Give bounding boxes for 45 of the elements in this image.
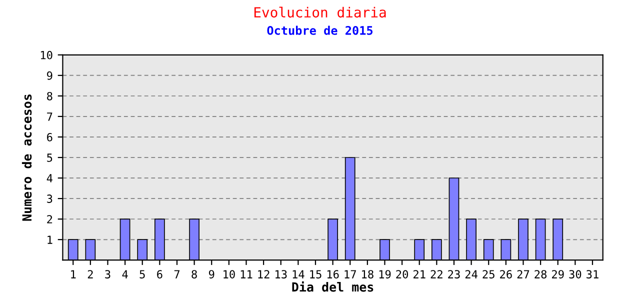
- x-tick-label: 26: [500, 270, 512, 278]
- x-tick-label: 4: [122, 270, 128, 278]
- x-tick-label: 8: [192, 270, 197, 278]
- x-tick-label: 12: [258, 270, 270, 278]
- chart-title: Evolucion diaria: [254, 6, 386, 18]
- x-tick-label: 23: [448, 270, 460, 278]
- y-tick-label: 5: [47, 154, 52, 162]
- chart-subtitle: Octubre de 2015: [267, 26, 373, 35]
- x-tick-label: 27: [517, 270, 530, 278]
- x-tick-label: 30: [569, 270, 582, 278]
- x-tick-label: 11: [240, 270, 252, 278]
- x-tick-label: 31: [586, 270, 598, 278]
- x-tick-label: 5: [140, 270, 145, 278]
- y-axis-title: Numero de accesos: [22, 94, 32, 221]
- x-axis-title: Dia del mes: [292, 281, 374, 292]
- x-tick-label: 6: [157, 270, 162, 278]
- x-tick-label: 3: [105, 270, 110, 278]
- x-tick-label: 9: [208, 270, 214, 278]
- x-tick-label: 15: [310, 270, 322, 278]
- x-tick-label: 28: [534, 270, 547, 278]
- y-tick-label: 6: [47, 132, 52, 142]
- y-tick-label: 4: [46, 174, 52, 182]
- y-tick-label: 2: [47, 215, 52, 224]
- x-tick-label: 2: [88, 270, 93, 278]
- x-tick-label: 17: [344, 270, 356, 278]
- x-tick-label: 21: [414, 270, 426, 278]
- y-tick-label: 8: [47, 92, 52, 100]
- x-tick-label: 1: [71, 270, 76, 278]
- x-tick-label: 13: [276, 270, 287, 278]
- y-tick-label: 1: [48, 236, 52, 244]
- x-tick-label: 29: [552, 270, 564, 278]
- x-tick-label: 19: [379, 270, 391, 278]
- x-tick-label: 22: [430, 270, 442, 278]
- x-tick-label: 14: [292, 270, 304, 278]
- x-tick-label: 24: [465, 270, 478, 278]
- y-tick-label: 7: [47, 112, 52, 121]
- x-tick-label: 20: [396, 270, 408, 278]
- y-tick-label: 10: [40, 50, 52, 60]
- x-tick-label: 18: [362, 270, 374, 278]
- x-tick-label: 25: [482, 270, 494, 278]
- y-tick-label: 9: [47, 71, 52, 80]
- x-tick-label: 16: [327, 270, 339, 278]
- x-tick-label: 10: [224, 270, 235, 278]
- x-tick-label: 7: [174, 270, 180, 278]
- y-tick-label: 3: [47, 194, 52, 203]
